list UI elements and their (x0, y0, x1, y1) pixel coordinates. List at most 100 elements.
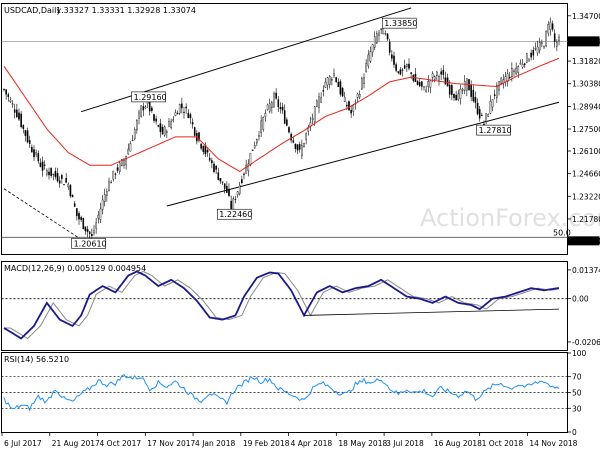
candle-body (410, 72, 412, 74)
candle-body (80, 217, 82, 220)
candle-body (20, 113, 22, 128)
macd-tick-label: 0.013745 (572, 266, 600, 275)
candle-body (243, 173, 245, 175)
candle-body (301, 145, 303, 157)
candle-body (232, 198, 235, 210)
candle-body (260, 120, 262, 134)
candle-body (166, 131, 168, 133)
candle-body (3, 88, 5, 90)
candle-body (545, 30, 547, 47)
candle-body (208, 157, 211, 161)
candle-body (163, 126, 166, 136)
candle-body (556, 41, 558, 47)
candle-body (442, 70, 445, 75)
candle-body (28, 140, 31, 144)
candle-body (378, 32, 380, 36)
candle-body (268, 103, 271, 112)
candle-body (461, 89, 464, 91)
rsi-tick-label: 70 (572, 373, 582, 382)
candle-body (281, 106, 284, 111)
fib-price-badge (567, 236, 600, 246)
candle-body (283, 110, 286, 124)
price-tick-label: 1.21780 (572, 215, 600, 224)
candle-body (219, 178, 222, 182)
candle-body (481, 114, 483, 116)
candle-body (487, 113, 490, 117)
candle-body (93, 230, 95, 234)
candle-body (262, 117, 265, 130)
price-tick-label: 1.27500 (572, 125, 600, 134)
candle-body (277, 99, 280, 108)
candle-body (174, 112, 177, 116)
price-tick-label: 1.31820 (572, 57, 600, 66)
rsi-tick-label: 30 (572, 404, 582, 413)
candle-body (292, 140, 295, 143)
candle-body (198, 132, 200, 141)
candle-body (101, 199, 104, 210)
candle-body (155, 118, 157, 122)
x-tick-label: 4 Apr 2018 (291, 439, 333, 448)
price-label: 1.22460 (219, 210, 252, 219)
candle-body (470, 84, 472, 97)
rsi-line (3, 374, 560, 412)
price-label: 1.20610 (74, 239, 107, 248)
candle-body (99, 208, 102, 220)
x-tick-label: 14 Nov 2018 (529, 439, 577, 448)
fib-price-label: 1.20610 (570, 236, 600, 245)
candle-body (215, 165, 217, 170)
candle-body (50, 167, 52, 176)
price-label-box (71, 238, 106, 249)
candle-body (97, 214, 100, 219)
candle-body (436, 71, 438, 76)
candle-body (191, 122, 194, 125)
candle-body (363, 77, 365, 84)
macd-support-line (303, 308, 560, 316)
candle-body (358, 93, 361, 98)
candle-body (478, 109, 481, 119)
candle-body (313, 106, 316, 123)
candle-body (253, 145, 256, 149)
macd-tick-label: -0.020652 (572, 338, 600, 347)
price-axis: 1.34700 1.31820 1.30380 1.28940 1.27500 1.261… (567, 12, 600, 246)
candle-body (193, 127, 196, 136)
candle-body (161, 126, 164, 135)
candle-body (142, 106, 145, 111)
candle-body (88, 231, 91, 235)
candle-body (508, 76, 511, 78)
candle-body (538, 42, 541, 51)
candle-body (438, 75, 440, 81)
candle-body (247, 163, 250, 172)
candle-body (63, 184, 65, 186)
candle-body (127, 148, 130, 155)
channel-lower-line (166, 101, 560, 207)
candle-body (549, 22, 552, 31)
candle-body (43, 164, 46, 166)
candle-body (9, 99, 12, 102)
candle-body (457, 93, 460, 101)
macd-tick-label: 0.00 (572, 295, 589, 304)
candle-body (440, 71, 442, 75)
candle-body (543, 46, 545, 49)
candle-body (339, 81, 342, 95)
candle-body (294, 143, 297, 149)
candle-body (189, 114, 192, 119)
moving-average-line (3, 57, 560, 173)
candle-body (84, 226, 87, 232)
candle-body (352, 104, 355, 112)
candle-body (523, 63, 526, 65)
candle-body (256, 138, 258, 144)
candle-body (536, 46, 539, 54)
candle-body (67, 183, 70, 188)
x-axis: 6 Jul 2017 21 Aug 2017 4 Oct 2017 17 Nov 20… (1, 432, 578, 448)
candle-body (251, 149, 254, 151)
candle-body (326, 77, 329, 86)
candle-body (361, 78, 363, 90)
candle-body (103, 194, 106, 203)
candle-body (515, 67, 517, 74)
candle-body (123, 160, 125, 166)
macd-line (3, 270, 560, 340)
price-label-box (476, 124, 511, 136)
candle-body (311, 117, 314, 120)
candle-body (393, 55, 395, 65)
price-labels: 1.33850 1.29160 1.27810 1.22460 1.20610 (71, 17, 512, 249)
